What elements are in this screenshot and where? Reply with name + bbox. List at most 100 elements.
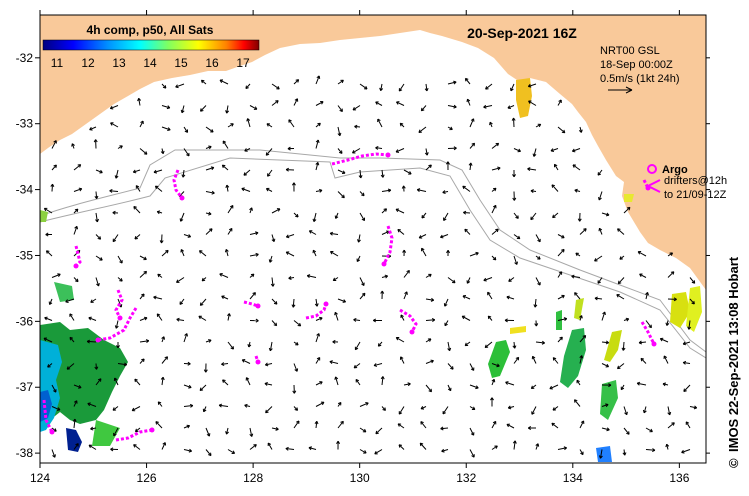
current-arrow <box>329 251 339 257</box>
current-arrow <box>507 405 515 410</box>
current-arrow <box>332 277 339 282</box>
current-arrow <box>354 124 361 129</box>
current-arrow <box>645 320 652 329</box>
current-arrow <box>246 118 251 128</box>
current-arrow <box>359 191 365 197</box>
bathymetry-contour-shelf <box>40 149 706 353</box>
current-arrow <box>645 448 656 453</box>
current-arrow <box>689 405 698 410</box>
current-arrow <box>447 363 454 370</box>
current-arrow <box>137 97 142 106</box>
current-arrow <box>69 336 75 343</box>
current-arrow <box>139 255 147 261</box>
current-arrow <box>557 446 568 451</box>
current-arrow <box>617 277 625 285</box>
argo-drifter-tracks <box>42 152 657 442</box>
current-arrow <box>598 449 603 459</box>
current-arrow <box>293 341 299 346</box>
current-arrow <box>308 230 317 235</box>
current-arrow <box>645 291 649 300</box>
x-tick-label: 126 <box>137 471 157 485</box>
current-arrow <box>225 105 230 114</box>
current-arrow <box>293 420 300 429</box>
current-arrow <box>444 320 449 327</box>
current-arrow <box>205 339 212 343</box>
current-info-time: 18-Sep 00:00Z <box>600 59 673 71</box>
current-arrow <box>95 234 102 240</box>
current-arrow <box>271 83 280 90</box>
current-arrow <box>95 277 100 287</box>
current-arrow <box>161 442 167 450</box>
current-arrow <box>554 163 559 171</box>
current-arrow <box>337 191 345 199</box>
current-arrow <box>579 420 585 429</box>
current-arrow <box>72 418 77 429</box>
current-arrow <box>334 212 339 219</box>
current-arrow <box>134 378 141 386</box>
current-arrow <box>579 228 587 235</box>
current-arrow <box>623 317 630 322</box>
current-arrow <box>241 187 251 192</box>
current-arrow <box>205 190 215 195</box>
current-arrow <box>225 184 230 192</box>
current-arrow <box>266 123 273 128</box>
current-arrow <box>113 377 119 386</box>
current-arrow <box>551 184 559 192</box>
current-arrow <box>621 341 626 351</box>
current-arrow <box>285 234 295 239</box>
current-arrow <box>308 446 317 451</box>
current-arrow <box>557 271 563 278</box>
y-tick-label: -37 <box>16 380 34 394</box>
current-arrow <box>487 291 493 300</box>
current-arrow <box>312 249 317 257</box>
credit-text: IMOS 22-Sep-2021 13:08 Hobart <box>726 256 741 452</box>
current-arrow <box>601 363 610 368</box>
current-arrow <box>425 164 432 171</box>
current-arrow <box>598 191 603 201</box>
current-arrow <box>557 99 562 106</box>
current-arrow <box>512 169 517 178</box>
current-arrow <box>199 298 207 306</box>
credit: © IMOS 22-Sep-2021 13:08 Hobart <box>726 256 741 468</box>
current-arrow <box>329 360 339 365</box>
current-arrow <box>557 317 568 322</box>
current-arrow <box>156 313 163 321</box>
current-arrow <box>395 336 405 343</box>
current-arrow <box>95 255 103 261</box>
current-arrow <box>227 123 234 128</box>
current-arrow <box>200 79 207 85</box>
current-arrow <box>381 208 388 214</box>
current-arrow <box>464 341 471 347</box>
current-arrow <box>69 313 75 321</box>
current-arrow <box>442 190 449 195</box>
current-arrow <box>161 249 169 257</box>
current-arrow <box>268 341 273 352</box>
current-arrow <box>293 212 299 218</box>
current-arrow <box>579 449 584 456</box>
current-arrow <box>205 449 212 457</box>
current-arrow <box>530 212 537 221</box>
current-arrow <box>403 269 410 278</box>
current-arrow <box>359 449 367 454</box>
current-arrow <box>616 363 625 370</box>
current-arrow <box>469 449 475 458</box>
current-arrow <box>557 248 565 257</box>
current-arrow <box>73 208 79 214</box>
current-arrow <box>90 298 97 303</box>
current-arrow <box>659 337 669 343</box>
current-arrow <box>531 406 537 415</box>
current-arrow <box>527 426 537 430</box>
current-arrow <box>461 315 471 321</box>
current-arrow <box>636 381 647 386</box>
current-arrow <box>372 318 383 323</box>
current-arrow <box>491 378 496 386</box>
current-arrow <box>395 148 405 153</box>
current-arrow <box>469 406 476 410</box>
current-arrow <box>139 316 148 321</box>
current-arrow <box>95 378 102 386</box>
current-arrow <box>491 255 497 261</box>
current-arrow <box>665 320 670 326</box>
y-tick-label: -33 <box>16 117 34 131</box>
current-arrow <box>139 293 145 300</box>
current-arrow <box>312 212 317 223</box>
